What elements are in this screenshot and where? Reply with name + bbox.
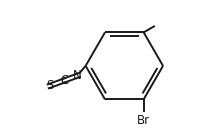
Text: Br: Br	[137, 114, 150, 127]
Text: N: N	[73, 69, 82, 82]
Text: S: S	[46, 79, 54, 92]
Text: C: C	[60, 74, 68, 87]
